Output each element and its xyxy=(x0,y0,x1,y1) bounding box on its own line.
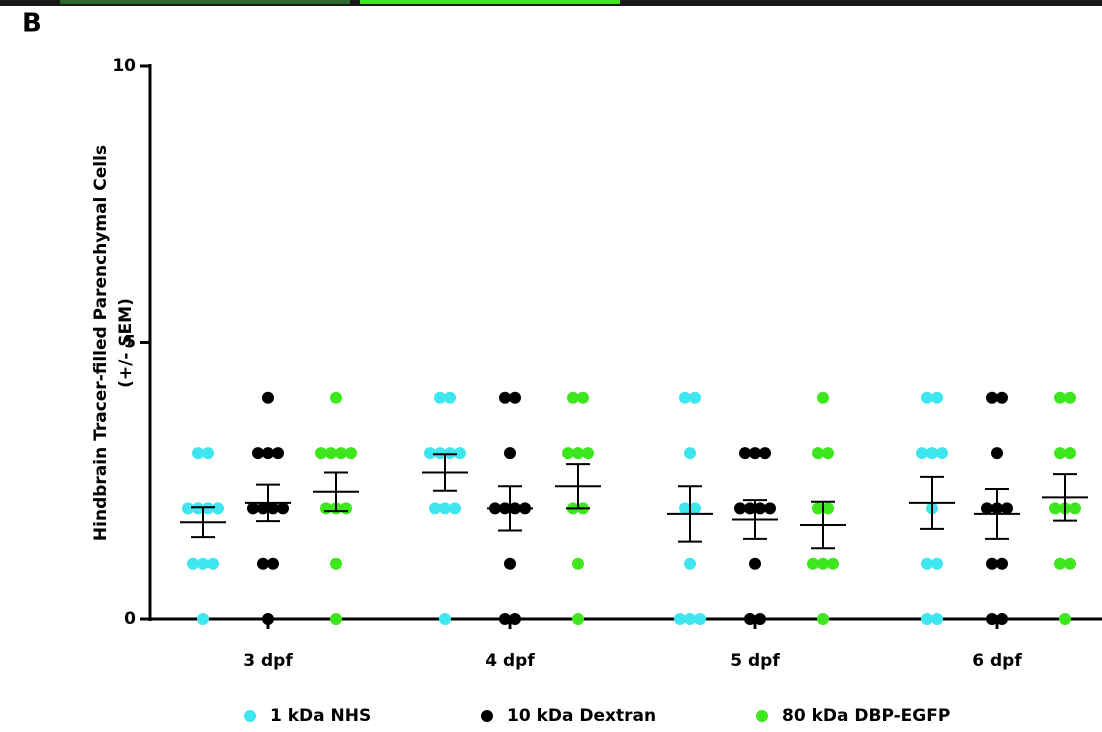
data-point xyxy=(684,558,696,570)
data-point xyxy=(330,613,342,625)
x-tick-label: 3 dpf xyxy=(243,651,293,671)
data-point xyxy=(694,613,706,625)
data-point xyxy=(764,502,776,514)
data-point xyxy=(509,613,521,625)
chart: B Hindbrain Tracer-filled Parenchymal Ce… xyxy=(0,0,1102,728)
data-point xyxy=(689,392,701,404)
legend-marker xyxy=(244,710,256,722)
data-point xyxy=(1064,558,1076,570)
data-point xyxy=(996,558,1008,570)
y-axis-label: Hindbrain Tracer-filled Parenchymal Cell… xyxy=(91,145,111,541)
data-point xyxy=(572,613,584,625)
data-point xyxy=(1001,502,1013,514)
data-point xyxy=(577,392,589,404)
panel-label: B xyxy=(22,9,42,39)
data-point xyxy=(509,392,521,404)
data-point xyxy=(330,392,342,404)
data-point xyxy=(340,502,352,514)
legend-marker xyxy=(481,710,493,722)
x-tick-label: 6 dpf xyxy=(972,651,1022,671)
data-point xyxy=(991,447,1003,459)
data-point xyxy=(202,447,214,459)
data-point xyxy=(439,613,451,625)
data-point xyxy=(827,558,839,570)
data-point xyxy=(759,447,771,459)
data-point xyxy=(1064,447,1076,459)
data-point xyxy=(936,447,948,459)
legend-label: 1 kDa NHS xyxy=(270,706,371,726)
data-point xyxy=(212,502,224,514)
data-point xyxy=(931,392,943,404)
legend-label: 10 kDa Dextran xyxy=(507,706,656,726)
y-tick-label: 0 xyxy=(124,609,136,629)
data-point xyxy=(817,613,829,625)
x-tick-label: 4 dpf xyxy=(485,651,535,671)
data-point xyxy=(267,558,279,570)
data-point xyxy=(504,558,516,570)
y-tick-label: 5 xyxy=(124,333,136,353)
data-point xyxy=(345,447,357,459)
data-point xyxy=(572,558,584,570)
data-point xyxy=(262,392,274,404)
data-point xyxy=(996,392,1008,404)
data-point xyxy=(754,613,766,625)
image-strip xyxy=(60,0,350,4)
x-tick-label: 5 dpf xyxy=(730,651,780,671)
data-point xyxy=(749,558,761,570)
data-point xyxy=(931,558,943,570)
data-point xyxy=(684,447,696,459)
data-point xyxy=(207,558,219,570)
image-strip xyxy=(360,0,620,4)
legend-label: 80 kDa DBP-EGFP xyxy=(782,706,950,726)
data-point xyxy=(449,502,461,514)
data-point xyxy=(444,392,456,404)
data-point xyxy=(1059,613,1071,625)
data-point xyxy=(454,447,466,459)
data-point xyxy=(504,447,516,459)
data-point xyxy=(817,392,829,404)
data-point xyxy=(330,558,342,570)
data-point xyxy=(822,447,834,459)
data-point xyxy=(272,447,284,459)
data-point xyxy=(277,502,289,514)
data-point xyxy=(996,613,1008,625)
data-point xyxy=(262,613,274,625)
legend-marker xyxy=(756,710,768,722)
data-point xyxy=(1069,502,1081,514)
data-point xyxy=(931,613,943,625)
y-tick-label: 10 xyxy=(112,56,136,76)
data-point xyxy=(1064,392,1076,404)
data-point xyxy=(582,447,594,459)
data-point xyxy=(197,613,209,625)
